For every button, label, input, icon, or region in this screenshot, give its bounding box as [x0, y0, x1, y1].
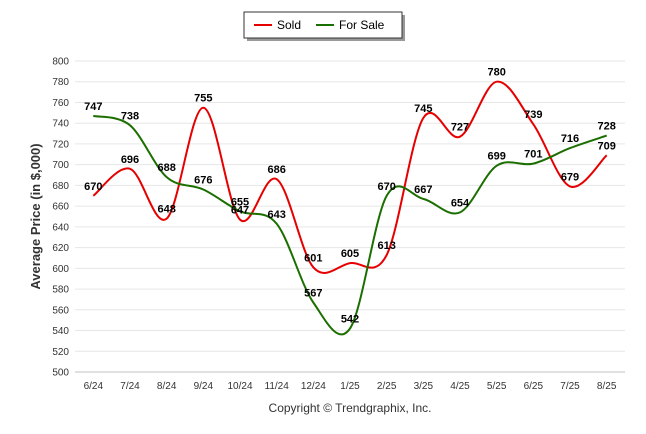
data-label: 728 — [597, 121, 615, 133]
copyright-credit: Copyright © Trendgraphix, Inc. — [269, 401, 432, 415]
data-label: 755 — [194, 93, 212, 105]
y-tick-label: 740 — [52, 119, 69, 130]
data-label: 709 — [597, 140, 615, 152]
x-tick-label: 5/25 — [487, 381, 507, 392]
data-labels: 670 696 648 755 647 686 601 605 613 745 727 780 739 6… — [84, 67, 616, 326]
y-tick-label: 700 — [52, 160, 69, 171]
y-tick-label: 680 — [52, 181, 69, 192]
x-tick-label: 1/25 — [340, 381, 360, 392]
y-tick-label: 760 — [52, 98, 69, 109]
data-label: 601 — [304, 252, 322, 264]
data-label: 647 — [231, 205, 249, 217]
data-label: 738 — [121, 110, 139, 122]
data-label: 701 — [524, 149, 542, 161]
y-tick-label: 640 — [52, 222, 69, 233]
x-tick-label: 2/25 — [377, 381, 397, 392]
y-tick-label: 720 — [52, 139, 69, 150]
x-tick-label: 8/25 — [597, 381, 617, 392]
y-tick-label: 560 — [52, 305, 69, 316]
x-tick-label: 12/24 — [301, 381, 326, 392]
y-tick-label: 800 — [52, 57, 69, 68]
x-tick-label: 6/25 — [524, 381, 544, 392]
data-label: 542 — [341, 313, 359, 325]
x-axis-ticks: 6/24 7/24 8/24 9/24 10/24 11/24 12/24 1/25 2/25 3… — [84, 381, 617, 392]
x-tick-label: 7/25 — [560, 381, 580, 392]
data-label: 643 — [267, 209, 285, 221]
x-tick-label: 8/24 — [157, 381, 177, 392]
y-tick-label: 620 — [52, 243, 69, 254]
data-label: 699 — [487, 151, 505, 163]
data-label: 648 — [157, 204, 175, 216]
data-label: 613 — [377, 240, 395, 252]
data-label: 654 — [451, 197, 470, 209]
data-label: 688 — [157, 162, 175, 174]
series-lines — [92, 80, 608, 336]
series-line-sold — [92, 80, 608, 274]
x-tick-label: 6/24 — [84, 381, 104, 392]
y-tick-label: 520 — [52, 347, 69, 358]
x-tick-label: 11/24 — [265, 381, 290, 392]
y-axis-ticks: 500 520 540 560 580 600 620 640 660 680 700 720 740 7… — [52, 57, 69, 379]
data-label: 696 — [121, 154, 139, 166]
y-tick-label: 540 — [52, 326, 69, 337]
x-tick-label: 10/24 — [227, 381, 252, 392]
series-line-for-sale — [93, 114, 608, 336]
data-label: 605 — [341, 248, 359, 260]
data-label: 670 — [377, 181, 395, 193]
data-label: 679 — [561, 171, 579, 183]
y-axis-title: Average Price (in $,000) — [28, 143, 43, 289]
data-label: 567 — [304, 288, 322, 300]
data-label: 655 — [231, 196, 249, 208]
x-tick-label: 4/25 — [450, 381, 470, 392]
data-label: 670 — [84, 181, 102, 193]
data-label: 716 — [561, 133, 579, 145]
y-tick-label: 600 — [52, 264, 69, 275]
data-label: 686 — [267, 164, 285, 176]
data-label: 739 — [524, 109, 542, 121]
data-label: 747 — [84, 101, 102, 113]
legend-label: Sold — [277, 18, 301, 32]
x-tick-label: 7/24 — [120, 381, 140, 392]
y-tick-label: 580 — [52, 285, 69, 296]
data-label: 667 — [414, 184, 432, 196]
x-tick-label: 3/25 — [414, 381, 434, 392]
legend: Sold For Sale — [243, 11, 405, 41]
legend-items: Sold For Sale — [254, 18, 385, 32]
y-tick-label: 780 — [52, 77, 69, 88]
data-label: 727 — [451, 122, 469, 134]
x-tick-label: 9/24 — [194, 381, 214, 392]
y-tick-label: 500 — [52, 368, 69, 379]
y-tick-label: 660 — [52, 202, 69, 213]
data-label: 676 — [194, 175, 212, 187]
legend-label: For Sale — [339, 18, 385, 32]
data-label: 780 — [487, 67, 505, 79]
data-label: 745 — [414, 103, 432, 115]
